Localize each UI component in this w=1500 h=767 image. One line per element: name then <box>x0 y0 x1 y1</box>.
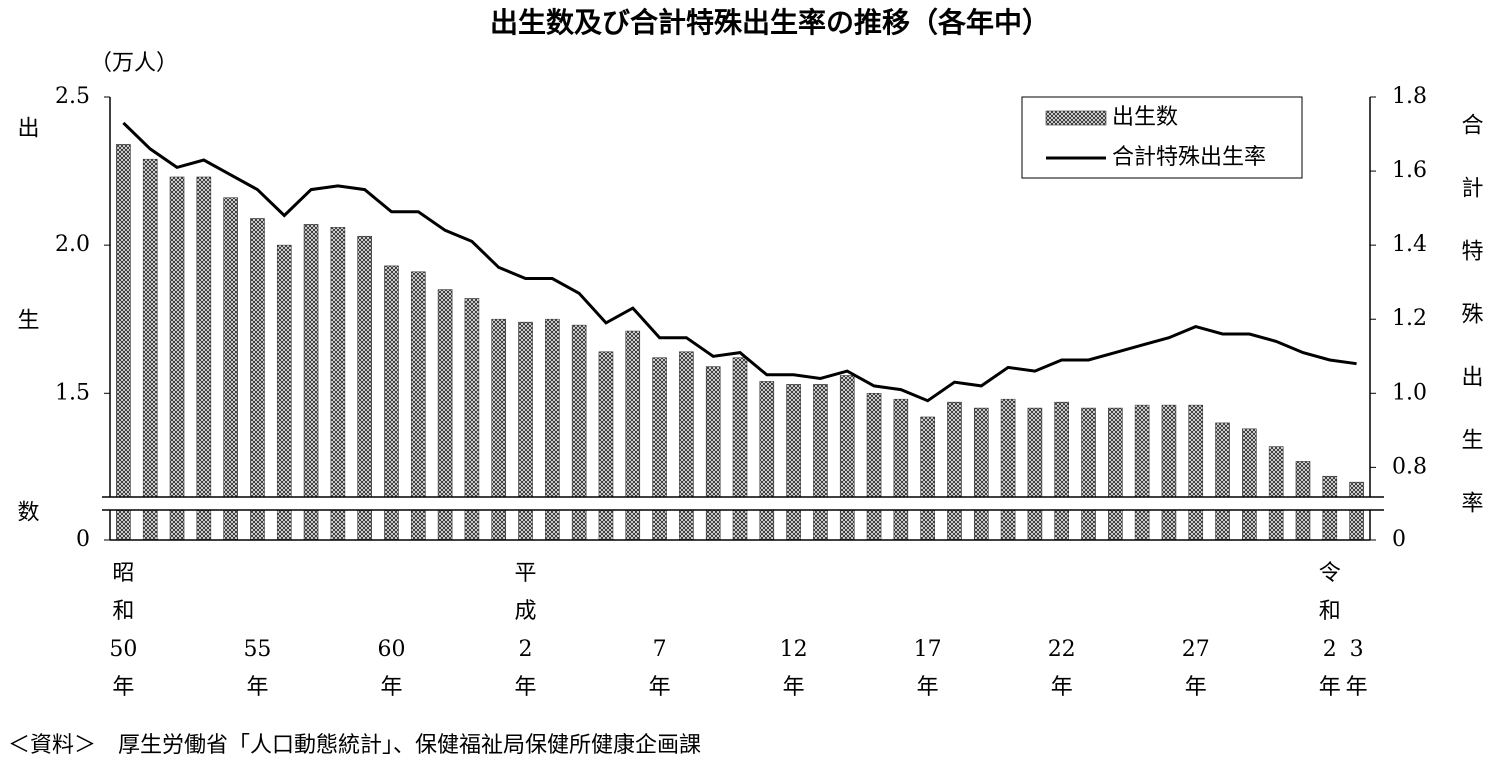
bar <box>330 227 346 541</box>
bar <box>169 176 185 541</box>
bar <box>1268 446 1284 541</box>
bar <box>1242 428 1257 541</box>
bar <box>679 351 694 541</box>
chart-title: 出生数及び合計特殊出生率の推移（各年中） <box>490 6 1050 39</box>
y2-tick-label: 1.4 <box>1392 232 1427 257</box>
y-tick-label: 2.0 <box>55 232 90 257</box>
x-tick-label: 12 年 <box>780 637 808 700</box>
legend-label: 合計特殊出生率 <box>1112 145 1266 170</box>
bar <box>813 384 828 541</box>
bar <box>598 351 614 541</box>
bar <box>1215 422 1230 541</box>
bar <box>1054 401 1070 541</box>
x-tick-label: 60 年 <box>377 637 405 700</box>
y2-tick-label: 1.0 <box>1392 380 1427 405</box>
y-tick-label: 1.5 <box>55 380 90 405</box>
y2-tick-label: 1.8 <box>1392 84 1427 109</box>
y-tick-label: 2.5 <box>55 84 90 109</box>
legend-box <box>1021 96 1303 179</box>
x-tick-label: 令和 2 年 <box>1319 561 1341 700</box>
x-tick-label: 昭和 50 年 <box>109 561 137 700</box>
y-unit: （万人） <box>90 51 178 76</box>
bar <box>920 416 935 541</box>
bar <box>759 381 775 541</box>
x-tick-label: 平成 2 年 <box>515 561 537 700</box>
bar <box>732 357 748 541</box>
x-tick-label: 55 年 <box>243 637 271 700</box>
legend-label: 出生数 <box>1112 105 1178 130</box>
x-tick-label: 27 年 <box>1182 637 1210 700</box>
bar <box>839 375 855 541</box>
bar <box>1081 407 1096 541</box>
bar <box>276 244 292 541</box>
bar <box>1161 404 1177 541</box>
y-axis-label: 出生数 <box>14 116 40 692</box>
bar <box>866 392 882 541</box>
bar <box>116 144 131 541</box>
bar <box>142 158 158 541</box>
bar <box>1188 404 1204 541</box>
line-series <box>122 121 1357 403</box>
y2-tick-label: 1.2 <box>1392 306 1427 331</box>
bar <box>223 197 238 541</box>
y2-axis-label: 合計特殊出生率 <box>1458 113 1484 554</box>
bar <box>303 224 319 541</box>
bar <box>196 176 212 541</box>
y2-tick-label: 1.6 <box>1392 158 1427 183</box>
bar <box>786 384 801 541</box>
bar <box>947 401 962 541</box>
bar <box>1000 398 1016 541</box>
y-tick-label: 0 <box>76 527 90 552</box>
x-tick-label: 17 年 <box>914 637 942 700</box>
bar <box>652 357 667 541</box>
y2-tick-label: 0 <box>1392 527 1406 552</box>
axis-break-gap <box>98 497 1384 510</box>
bar <box>1349 481 1364 541</box>
bar <box>705 366 721 541</box>
x-tick-label: 22 年 <box>1048 637 1076 700</box>
y2-tick-label: 0.8 <box>1392 454 1427 479</box>
bar <box>973 407 989 541</box>
bar <box>1027 407 1043 541</box>
source-note: ＜資料＞ 厚生労働省「人口動態統計」、保健福祉局保健所健康企画課 <box>8 733 701 758</box>
bar <box>357 235 372 541</box>
bar <box>893 398 909 541</box>
legend-swatch <box>1045 110 1107 126</box>
bar <box>250 218 265 541</box>
bar <box>1108 407 1123 541</box>
bar <box>1134 404 1150 541</box>
